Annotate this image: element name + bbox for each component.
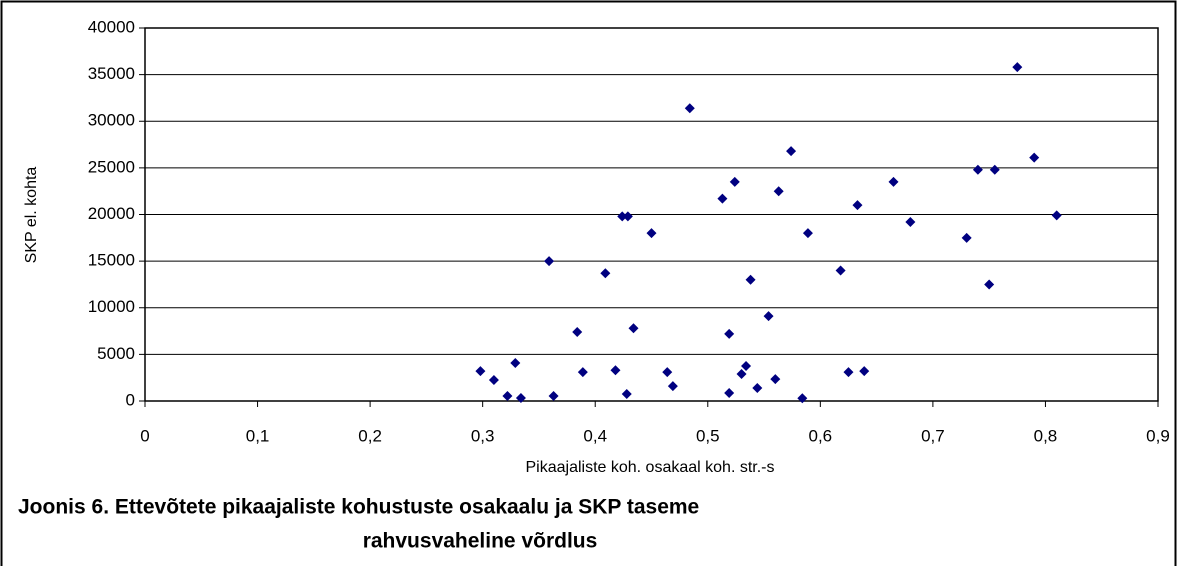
point bbox=[888, 176, 899, 187]
point bbox=[600, 268, 611, 279]
point bbox=[610, 365, 621, 376]
point bbox=[662, 367, 673, 378]
y-tick-label: 30000 bbox=[88, 111, 135, 130]
point bbox=[905, 216, 916, 227]
point bbox=[745, 274, 756, 285]
point bbox=[617, 211, 628, 222]
point bbox=[667, 381, 678, 392]
point bbox=[1029, 152, 1040, 163]
point bbox=[736, 368, 747, 379]
y-tick-label: 40000 bbox=[88, 17, 135, 36]
y-tick-label: 5000 bbox=[97, 344, 135, 363]
point bbox=[724, 387, 735, 398]
point bbox=[729, 176, 740, 187]
point bbox=[475, 366, 486, 377]
y-tick-label: 20000 bbox=[88, 204, 135, 223]
point bbox=[621, 389, 632, 400]
x-tick-label: 0,9 bbox=[1146, 426, 1170, 445]
point bbox=[773, 186, 784, 197]
caption: rahvusvaheline võrdlus bbox=[363, 530, 598, 553]
x-tick-label: 0 bbox=[140, 426, 149, 445]
y-tick-label: 15000 bbox=[88, 251, 135, 270]
y-tick-label: 0 bbox=[126, 390, 135, 409]
x-tick-label: 0,1 bbox=[246, 426, 270, 445]
point bbox=[859, 366, 870, 377]
point bbox=[802, 228, 813, 239]
point bbox=[786, 146, 797, 157]
point bbox=[763, 311, 774, 322]
x-tick-label: 0,4 bbox=[583, 426, 607, 445]
point bbox=[577, 367, 588, 378]
point bbox=[548, 390, 559, 401]
point bbox=[961, 232, 972, 243]
x-tick-label: 0,2 bbox=[358, 426, 382, 445]
point bbox=[852, 200, 863, 211]
y-tick-label: 10000 bbox=[88, 297, 135, 316]
point bbox=[488, 375, 499, 386]
point bbox=[515, 393, 526, 404]
point bbox=[972, 164, 983, 175]
point bbox=[797, 393, 808, 404]
y-tick-label: 25000 bbox=[88, 157, 135, 176]
point bbox=[1012, 62, 1023, 73]
point bbox=[510, 358, 521, 369]
point bbox=[717, 193, 728, 204]
point bbox=[684, 103, 695, 114]
y-axis-label: SKP el. kohta bbox=[23, 167, 40, 264]
point bbox=[502, 390, 513, 401]
point bbox=[646, 228, 657, 239]
point bbox=[835, 265, 846, 276]
point bbox=[989, 164, 1000, 175]
point bbox=[752, 382, 763, 393]
x-tick-label: 0,8 bbox=[1034, 426, 1058, 445]
point bbox=[628, 323, 639, 334]
point bbox=[1051, 210, 1062, 221]
point bbox=[770, 374, 781, 385]
plot-border bbox=[144, 27, 1159, 402]
point bbox=[741, 361, 752, 372]
x-tick-label: 0,7 bbox=[921, 426, 945, 445]
y-tick-label: 35000 bbox=[88, 64, 135, 83]
x-tick-label: 0,6 bbox=[809, 426, 833, 445]
x-tick-label: 0,5 bbox=[696, 426, 720, 445]
x-tick-label: 0,3 bbox=[471, 426, 495, 445]
point bbox=[724, 328, 735, 339]
x-axis-label: Pikaajaliste koh. osakaal koh. str.-s bbox=[525, 459, 774, 476]
point bbox=[544, 256, 555, 267]
caption: Joonis 6. Ettevõtete pikaajaliste kohust… bbox=[18, 496, 699, 519]
point bbox=[622, 211, 633, 222]
point bbox=[572, 326, 583, 337]
point bbox=[984, 279, 995, 290]
point bbox=[843, 367, 854, 378]
